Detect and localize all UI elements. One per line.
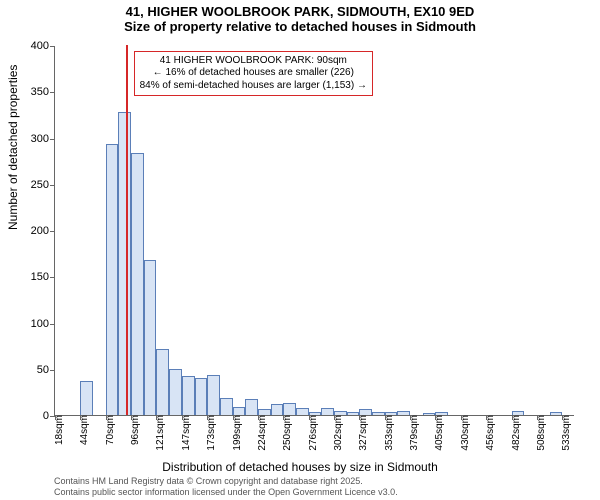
histogram-bar [245, 399, 258, 415]
y-tick-mark [50, 139, 55, 140]
x-tick-label: 353sqm [384, 415, 395, 451]
y-tick-mark [50, 277, 55, 278]
histogram-bar [220, 398, 233, 415]
x-tick-label: 250sqm [282, 415, 293, 451]
plot-frame: 050100150200250300350400 18sqm44sqm70sqm… [54, 46, 574, 416]
x-tick-label: 405sqm [434, 415, 445, 451]
x-tick-label: 430sqm [460, 415, 471, 451]
histogram-bar [182, 376, 195, 415]
histogram-bar [233, 407, 246, 415]
x-tick-label: 199sqm [232, 415, 243, 451]
histogram-bar [321, 408, 334, 415]
histogram-bar [372, 412, 385, 415]
y-tick-mark [50, 46, 55, 47]
x-tick-label: 224sqm [257, 415, 268, 451]
histogram-bar [283, 403, 296, 415]
x-tick-label: 508sqm [536, 415, 547, 451]
x-tick-label: 327sqm [358, 415, 369, 451]
title-line1: 41, HIGHER WOOLBROOK PARK, SIDMOUTH, EX1… [0, 4, 600, 19]
y-tick-label: 250 [15, 179, 55, 191]
x-tick-label: 173sqm [206, 415, 217, 451]
y-tick-label: 300 [15, 133, 55, 145]
x-tick-label: 302sqm [333, 415, 344, 451]
histogram-bar [195, 378, 208, 415]
y-tick-mark [50, 324, 55, 325]
annotation-line: 41 HIGHER WOOLBROOK PARK: 90sqm [140, 55, 367, 68]
histogram-bar [106, 144, 119, 415]
y-tick-mark [50, 231, 55, 232]
histogram-bar [144, 260, 157, 415]
histogram-bar [80, 381, 93, 415]
y-tick-label: 200 [15, 225, 55, 237]
x-tick-label: 96sqm [130, 415, 141, 445]
x-tick-label: 147sqm [181, 415, 192, 451]
histogram-bar [296, 408, 309, 415]
x-tick-label: 276sqm [308, 415, 319, 451]
histogram-bar [271, 404, 284, 415]
y-tick-mark [50, 185, 55, 186]
chart-plot-area: 050100150200250300350400 18sqm44sqm70sqm… [54, 46, 574, 416]
x-tick-label: 44sqm [79, 415, 90, 445]
x-tick-label: 379sqm [409, 415, 420, 451]
histogram-bar [118, 112, 131, 415]
annotation-callout: 41 HIGHER WOOLBROOK PARK: 90sqm← 16% of … [134, 51, 373, 97]
x-axis-label: Distribution of detached houses by size … [0, 460, 600, 474]
y-tick-label: 50 [15, 364, 55, 376]
y-tick-label: 400 [15, 40, 55, 52]
title-line2: Size of property relative to detached ho… [0, 19, 600, 34]
footer-line2: Contains public sector information licen… [54, 487, 398, 498]
histogram-bar [156, 349, 169, 415]
histogram-bar [207, 375, 220, 415]
y-tick-mark [50, 92, 55, 93]
annotation-line: ← 16% of detached houses are smaller (22… [140, 67, 367, 80]
annotation-line: 84% of semi-detached houses are larger (… [140, 80, 367, 93]
x-tick-label: 18sqm [54, 415, 65, 445]
y-tick-label: 100 [15, 318, 55, 330]
footer-line1: Contains HM Land Registry data © Crown c… [54, 476, 398, 487]
x-tick-label: 70sqm [105, 415, 116, 445]
y-tick-label: 0 [15, 410, 55, 422]
chart-title: 41, HIGHER WOOLBROOK PARK, SIDMOUTH, EX1… [0, 0, 600, 34]
reference-marker-line [126, 45, 128, 415]
y-tick-label: 150 [15, 271, 55, 283]
bars-container [55, 46, 574, 415]
x-tick-label: 121sqm [155, 415, 166, 451]
x-tick-label: 482sqm [511, 415, 522, 451]
y-tick-label: 350 [15, 86, 55, 98]
x-tick-label: 456sqm [485, 415, 496, 451]
y-tick-mark [50, 370, 55, 371]
histogram-bar [169, 369, 182, 415]
footer-attribution: Contains HM Land Registry data © Crown c… [54, 476, 398, 498]
x-tick-label: 533sqm [561, 415, 572, 451]
histogram-bar [131, 153, 144, 415]
